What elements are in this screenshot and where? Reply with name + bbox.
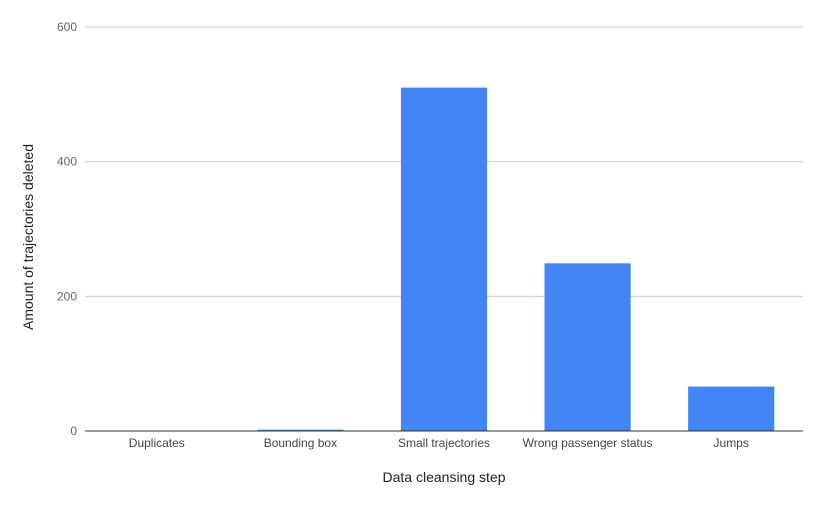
x-tick-label: Duplicates xyxy=(129,436,185,450)
x-tick-label: Bounding box xyxy=(264,436,337,450)
bar-wrong-passenger-status xyxy=(544,263,631,431)
y-axis-title: Amount of trajectories deleted xyxy=(20,144,36,330)
y-tick-label: 600 xyxy=(57,20,77,34)
bars xyxy=(257,87,775,431)
x-tick-label: Jumps xyxy=(714,436,749,450)
y-tick-label: 400 xyxy=(57,155,77,169)
bar-small-trajectories xyxy=(400,87,488,431)
x-tick-label: Small trajectories xyxy=(398,436,490,450)
y-tick-label: 200 xyxy=(57,289,77,303)
x-axis-ticks: Duplicates Bounding box Small trajectories… xyxy=(129,436,749,450)
bar-bounding-box xyxy=(257,429,344,431)
y-axis-ticks: 0 200 400 600 xyxy=(57,20,77,438)
y-tick-label: 0 xyxy=(70,424,77,438)
x-tick-label: Wrong passenger status xyxy=(523,436,653,450)
bar-jumps xyxy=(688,386,775,431)
x-axis-title: Data cleansing step xyxy=(383,469,506,485)
